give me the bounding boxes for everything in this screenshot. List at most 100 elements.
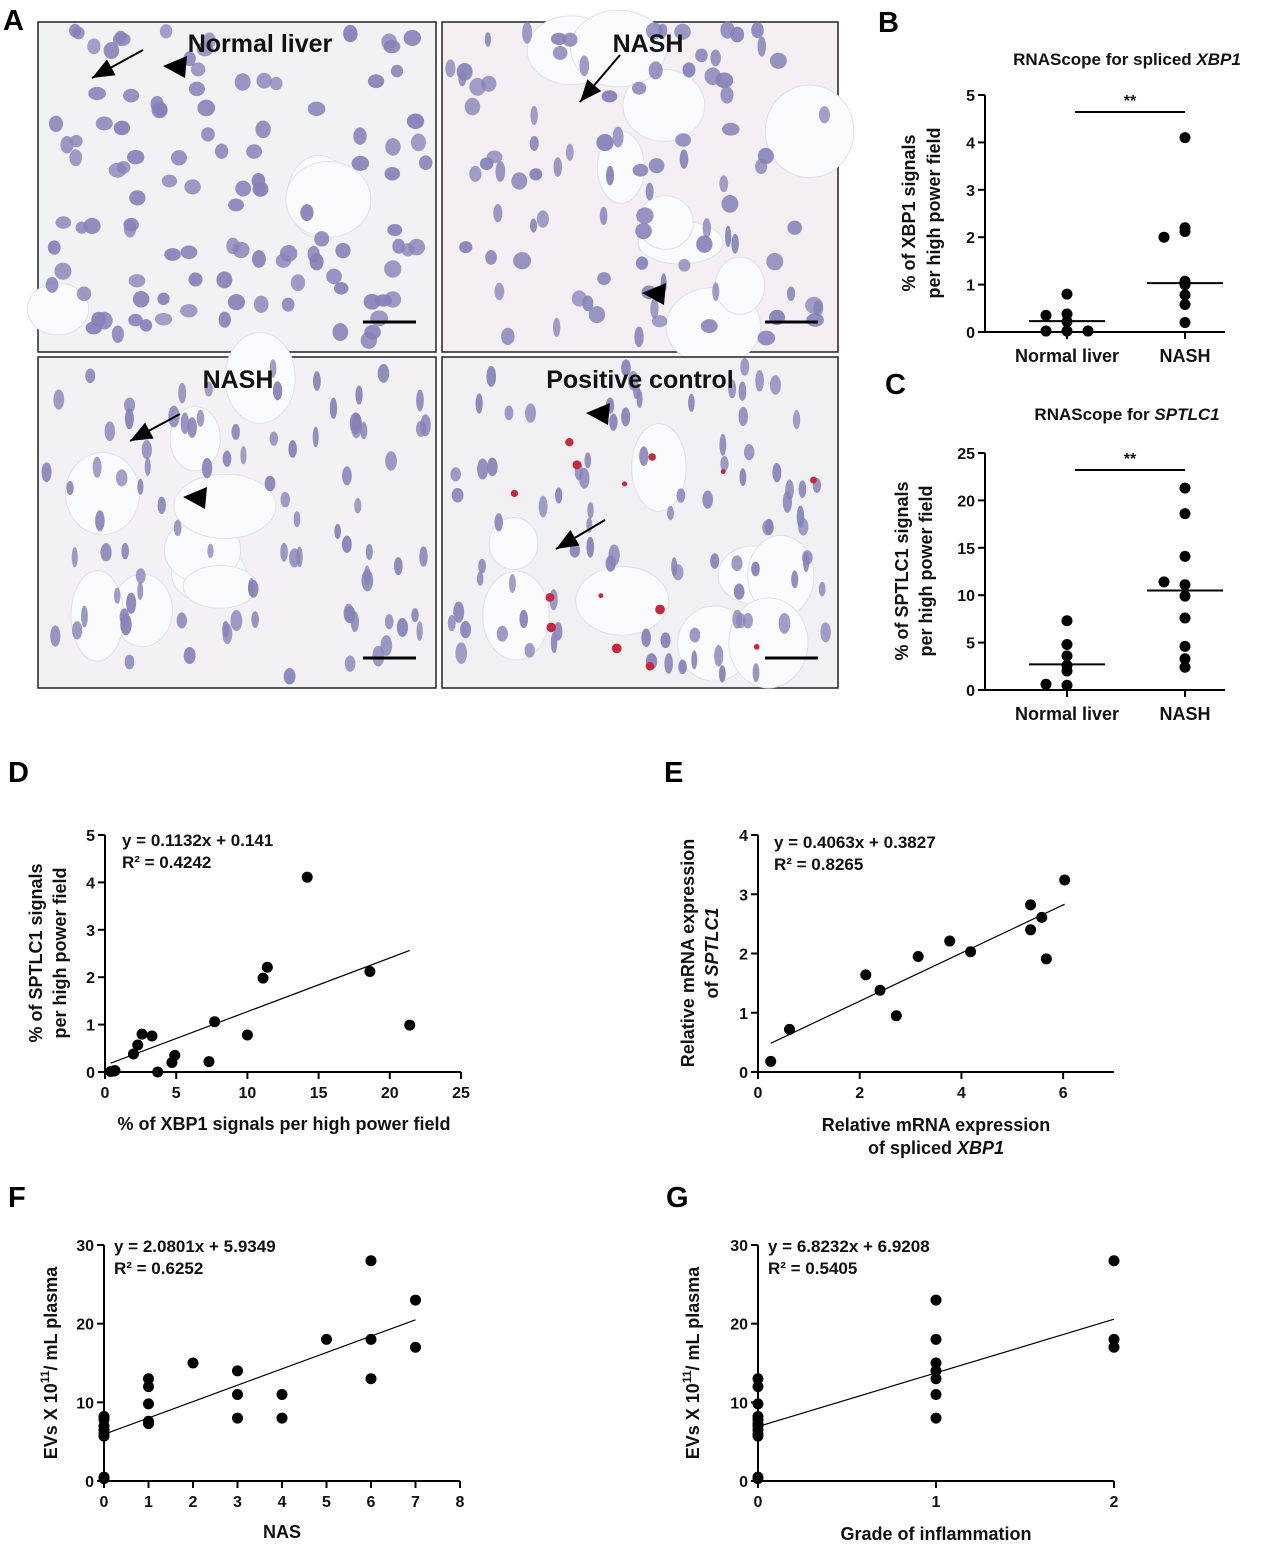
nucleus [141,440,152,460]
data-point [276,1388,288,1400]
nucleus [725,225,732,248]
data-point [1040,678,1052,690]
nucleus [477,458,489,480]
nucleus [565,143,574,161]
data-point [410,1294,421,1306]
data-point [232,1365,243,1377]
micrograph-label: Positive control [546,366,734,394]
nucleus [460,620,471,639]
nucleus [329,397,338,419]
nucleus [486,457,498,477]
data-point [109,1065,121,1077]
data-point [1179,579,1191,591]
micrograph-label: NASH [613,30,684,58]
nucleus [343,24,358,43]
data-point [965,946,977,958]
nucleus [202,32,216,49]
nucleus [786,286,796,301]
x-tick-label: 1 [144,1494,153,1511]
nucleus [609,413,618,431]
data-point [143,1373,154,1385]
x-tick-label: 6 [1059,1085,1068,1102]
nucleus [201,127,215,142]
nucleus [605,165,615,186]
x-axis-label: NAS [263,1522,301,1542]
chart-title: RNAScope for SPTLC1 [1034,405,1219,424]
micrograph-label: NASH [203,366,274,394]
chart-title-text: RNAScope for spliced [1013,50,1196,69]
y-tick-label: 10 [957,588,975,605]
nucleus [113,587,121,604]
micrograph [441,9,855,367]
nucleus [476,571,484,586]
nucleus [349,412,362,435]
arrowhead-icon [163,56,187,78]
nucleus [522,21,533,44]
nucleus [635,222,652,240]
nucleus [92,456,102,478]
nucleus [251,611,259,628]
nucleus [360,331,378,349]
nucleus [281,297,295,312]
data-point [784,1023,796,1035]
rna-signal-dot [720,469,726,474]
nucleus [264,475,276,492]
y-tick-label: 2 [86,970,95,987]
nucleus [475,393,483,414]
y-tick-label: 25 [957,446,975,463]
regression-equation: y = 6.8232x + 6.9208 [768,1237,930,1256]
nucleus [695,48,708,63]
data-point [404,1019,416,1031]
x-category-label: Normal liver [1015,346,1119,366]
nucleus [740,358,750,376]
nucleus [113,120,131,136]
nucleus [240,446,247,465]
nucleus [300,204,314,222]
nucleus [702,218,712,239]
y-axis-label: % of SPTLC1 signals [892,481,912,660]
nucleus [608,544,620,566]
data-point [241,1029,253,1041]
x-tick-label: 4 [278,1494,287,1511]
nucleus [216,271,233,289]
nucleus [176,612,187,629]
micrograph [441,356,839,689]
nucleus [769,375,781,395]
data-point [257,972,269,984]
arrow-icon [555,519,606,550]
nucleus [351,155,370,171]
micrograph-label: Normal liver [188,30,333,58]
arrowhead-icon [642,283,666,305]
nucleus [280,491,291,508]
nucleus [485,250,497,265]
micrograph [37,331,437,689]
nucleus [201,457,213,479]
nucleus [269,431,279,446]
x-tick-label: 0 [100,1494,109,1511]
data-point [1179,226,1191,238]
nucleus [710,553,720,569]
nucleus [664,653,673,674]
data-point [365,1255,377,1267]
nucleus [183,647,196,665]
fat-vacuole [224,331,296,424]
nucleus [353,127,367,145]
nucleus [676,488,686,503]
nucleus [712,282,720,301]
y-tick-label: 1 [739,1006,748,1023]
rna-signal-dot [648,453,656,461]
arrow-icon [579,54,621,103]
nucleus [385,451,397,471]
nucleus [80,605,88,628]
data-point [169,1049,181,1061]
x-tick-label: 0 [754,1494,763,1511]
nucleus [123,397,136,413]
nucleus [71,547,78,568]
nucleus [232,241,250,259]
nucleus [766,252,784,271]
nucleus [124,408,134,430]
nucleus [529,168,543,181]
nucleus [450,467,461,482]
nucleus [124,654,135,670]
nucleus [48,115,64,133]
